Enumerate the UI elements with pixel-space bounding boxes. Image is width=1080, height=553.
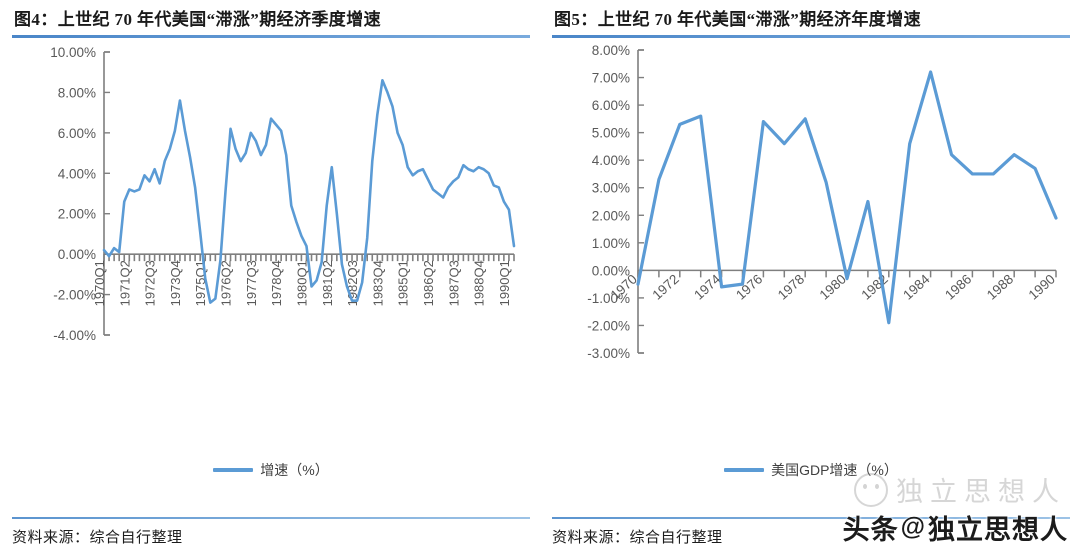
figure-4-panel: 图4：上世纪 70 年代美国“滞涨”期经济季度增速 10.00% 8.00% 6.0… bbox=[12, 10, 530, 547]
svg-text:1973Q4: 1973Q4 bbox=[168, 260, 183, 306]
figure-4-footer: 资料来源：综合自行整理 bbox=[12, 517, 530, 547]
figure-4-title-rule bbox=[12, 35, 530, 38]
svg-text:1978: 1978 bbox=[775, 271, 807, 302]
svg-text:1977Q3: 1977Q3 bbox=[244, 260, 259, 306]
legend-label-growth: 增速（%） bbox=[260, 462, 329, 478]
svg-text:1981Q2: 1981Q2 bbox=[320, 260, 335, 306]
svg-text:1971Q2: 1971Q2 bbox=[117, 260, 132, 306]
figure-5-footer-rule bbox=[552, 517, 1070, 519]
svg-text:-2.00%: -2.00% bbox=[587, 318, 630, 333]
figure-5-source: 资料来源：综合自行整理 bbox=[552, 530, 723, 546]
legend-label-us-gdp-growth: 美国GDP增速（%） bbox=[771, 462, 898, 478]
figure-4-source: 资料来源：综合自行整理 bbox=[12, 530, 183, 546]
legend-line-swatch bbox=[724, 468, 765, 472]
svg-text:7.00%: 7.00% bbox=[592, 71, 630, 86]
figure-5-title-rule bbox=[552, 35, 1070, 38]
svg-text:10.00%: 10.00% bbox=[50, 45, 96, 60]
svg-text:1976: 1976 bbox=[733, 271, 765, 302]
svg-text:1986Q2: 1986Q2 bbox=[421, 260, 436, 306]
svg-text:1990: 1990 bbox=[1026, 271, 1058, 302]
figure-5-footer: 资料来源：综合自行整理 bbox=[552, 517, 1070, 547]
svg-text:2.00%: 2.00% bbox=[592, 208, 630, 223]
svg-text:0.00%: 0.00% bbox=[58, 247, 96, 262]
figure-5-chart: 8.00% 7.00% 6.00% 5.00% 4.00% 3.00% 2.00% 1.00%… bbox=[552, 38, 1070, 453]
svg-text:1.00%: 1.00% bbox=[592, 236, 630, 251]
figure-5-panel: 图5：上世纪 70 年代美国“滞涨”期经济年度增速 8.00% 7.00% 6.00… bbox=[540, 0, 1080, 553]
svg-text:1976Q2: 1976Q2 bbox=[219, 260, 234, 306]
figure-4-chart: 10.00% 8.00% 6.00% 4.00% 2.00% 0.00% -2.00% -4.… bbox=[12, 38, 530, 453]
figure-5-legend: 美国GDP增速（%） bbox=[552, 453, 1070, 487]
svg-text:1986: 1986 bbox=[942, 271, 974, 302]
figure-4-legend: 增速（%） bbox=[12, 453, 530, 487]
svg-text:1988: 1988 bbox=[984, 271, 1016, 302]
svg-text:6.00%: 6.00% bbox=[592, 98, 630, 113]
svg-text:-1.00%: -1.00% bbox=[587, 291, 630, 306]
svg-text:1972: 1972 bbox=[649, 271, 681, 302]
svg-text:-3.00%: -3.00% bbox=[587, 346, 630, 361]
svg-text:5.00%: 5.00% bbox=[592, 126, 630, 141]
svg-text:4.00%: 4.00% bbox=[592, 153, 630, 168]
figure-4-footer-rule bbox=[12, 517, 530, 519]
svg-text:8.00%: 8.00% bbox=[592, 43, 630, 58]
legend-line-swatch bbox=[213, 468, 254, 472]
svg-text:1980Q1: 1980Q1 bbox=[295, 260, 310, 306]
svg-text:1978Q4: 1978Q4 bbox=[269, 260, 284, 306]
svg-text:-2.00%: -2.00% bbox=[53, 288, 96, 303]
annual-line-plot: 8.00% 7.00% 6.00% 5.00% 4.00% 3.00% 2.00% 1.00%… bbox=[552, 38, 1070, 453]
svg-text:1970Q1: 1970Q1 bbox=[92, 260, 107, 306]
svg-text:1984: 1984 bbox=[900, 271, 933, 303]
svg-text:3.00%: 3.00% bbox=[592, 181, 630, 196]
svg-text:6.00%: 6.00% bbox=[58, 126, 96, 141]
quarterly-plot-svg: 10.00% 8.00% 6.00% 4.00% 2.00% 0.00% -2.00% -4.… bbox=[50, 45, 516, 343]
svg-text:8.00%: 8.00% bbox=[58, 85, 96, 100]
svg-text:2.00%: 2.00% bbox=[58, 207, 96, 222]
svg-text:4.00%: 4.00% bbox=[58, 166, 96, 181]
figure-5-title: 图5：上世纪 70 年代美国“滞涨”期经济年度增速 bbox=[554, 10, 921, 29]
svg-text:1980: 1980 bbox=[817, 271, 849, 302]
svg-text:1990Q1: 1990Q1 bbox=[497, 260, 512, 306]
svg-text:0.00%: 0.00% bbox=[592, 263, 630, 278]
annual-plot-svg: 8.00% 7.00% 6.00% 5.00% 4.00% 3.00% 2.00% 1.00%… bbox=[587, 43, 1058, 361]
svg-text:1985Q1: 1985Q1 bbox=[396, 260, 411, 306]
svg-text:1988Q4: 1988Q4 bbox=[472, 260, 487, 306]
figure-4-title: 图4：上世纪 70 年代美国“滞涨”期经济季度增速 bbox=[14, 10, 381, 29]
quarterly-line-plot: 10.00% 8.00% 6.00% 4.00% 2.00% 0.00% -2.00% -4.… bbox=[12, 38, 530, 453]
svg-text:-4.00%: -4.00% bbox=[53, 328, 96, 343]
svg-text:1983Q4: 1983Q4 bbox=[370, 260, 385, 306]
svg-text:1972Q3: 1972Q3 bbox=[143, 260, 158, 306]
svg-text:1987Q3: 1987Q3 bbox=[446, 260, 461, 306]
